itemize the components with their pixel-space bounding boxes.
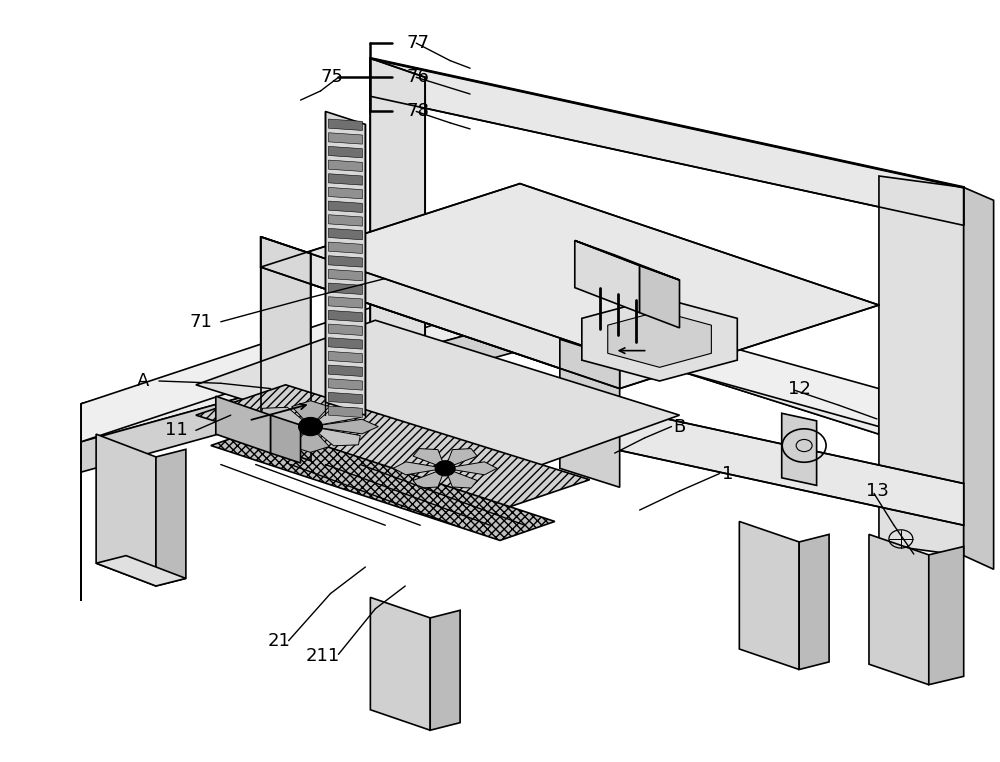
Polygon shape	[608, 311, 711, 367]
Polygon shape	[81, 282, 879, 442]
Polygon shape	[328, 242, 362, 254]
Polygon shape	[879, 176, 964, 555]
Polygon shape	[575, 241, 680, 280]
Polygon shape	[292, 401, 329, 427]
Polygon shape	[325, 111, 365, 415]
Polygon shape	[964, 187, 994, 569]
Polygon shape	[582, 297, 737, 381]
Polygon shape	[243, 419, 311, 434]
Polygon shape	[328, 187, 362, 199]
Polygon shape	[261, 407, 311, 427]
Polygon shape	[328, 201, 362, 213]
Text: 211: 211	[305, 647, 340, 664]
Polygon shape	[328, 351, 362, 363]
Polygon shape	[261, 237, 620, 389]
Polygon shape	[328, 215, 362, 226]
Polygon shape	[328, 174, 362, 185]
Polygon shape	[328, 146, 362, 158]
Polygon shape	[328, 270, 362, 280]
Text: 75: 75	[321, 69, 344, 86]
Circle shape	[299, 418, 322, 436]
Polygon shape	[311, 419, 378, 434]
Polygon shape	[393, 462, 445, 475]
Polygon shape	[96, 555, 186, 586]
Polygon shape	[445, 449, 477, 469]
Text: 21: 21	[267, 632, 290, 650]
Polygon shape	[216, 396, 271, 453]
Polygon shape	[430, 610, 460, 730]
Polygon shape	[575, 241, 640, 312]
Polygon shape	[445, 469, 477, 488]
Polygon shape	[271, 415, 301, 463]
Polygon shape	[370, 597, 430, 730]
Polygon shape	[81, 282, 879, 442]
Polygon shape	[261, 184, 879, 389]
Polygon shape	[869, 534, 929, 685]
Polygon shape	[311, 427, 360, 446]
Polygon shape	[413, 449, 445, 469]
Text: B: B	[673, 418, 686, 436]
Text: 71: 71	[189, 312, 212, 331]
Text: 76: 76	[407, 69, 430, 86]
Polygon shape	[156, 450, 186, 586]
Polygon shape	[328, 229, 362, 240]
Text: 1: 1	[722, 465, 733, 482]
Text: 12: 12	[788, 379, 811, 398]
Polygon shape	[328, 256, 362, 267]
Polygon shape	[445, 462, 497, 475]
Polygon shape	[261, 237, 311, 461]
Polygon shape	[328, 324, 362, 335]
Polygon shape	[96, 434, 156, 586]
Circle shape	[435, 461, 455, 476]
Polygon shape	[328, 406, 362, 418]
Polygon shape	[328, 283, 362, 294]
Polygon shape	[370, 59, 964, 226]
Polygon shape	[261, 427, 311, 446]
Polygon shape	[328, 365, 362, 376]
Text: 13: 13	[866, 482, 888, 500]
Polygon shape	[328, 133, 362, 144]
Polygon shape	[640, 266, 680, 328]
Polygon shape	[328, 119, 362, 130]
Polygon shape	[782, 413, 817, 485]
Text: A: A	[137, 372, 149, 390]
Polygon shape	[292, 427, 329, 453]
Polygon shape	[328, 296, 362, 308]
Polygon shape	[739, 521, 799, 670]
Polygon shape	[328, 338, 362, 349]
Polygon shape	[328, 379, 362, 390]
Polygon shape	[560, 339, 620, 487]
Polygon shape	[413, 469, 445, 488]
Polygon shape	[81, 275, 879, 442]
Text: 77: 77	[407, 34, 430, 52]
Polygon shape	[370, 59, 425, 389]
Polygon shape	[196, 320, 680, 480]
Polygon shape	[370, 354, 964, 525]
Polygon shape	[211, 427, 555, 540]
Polygon shape	[799, 534, 829, 670]
Text: 11: 11	[165, 421, 187, 440]
Polygon shape	[328, 160, 362, 171]
Polygon shape	[929, 546, 964, 685]
Polygon shape	[311, 407, 360, 427]
Polygon shape	[328, 392, 362, 404]
Text: 78: 78	[407, 102, 430, 120]
Polygon shape	[81, 320, 520, 472]
Polygon shape	[328, 310, 362, 322]
Polygon shape	[196, 385, 590, 510]
